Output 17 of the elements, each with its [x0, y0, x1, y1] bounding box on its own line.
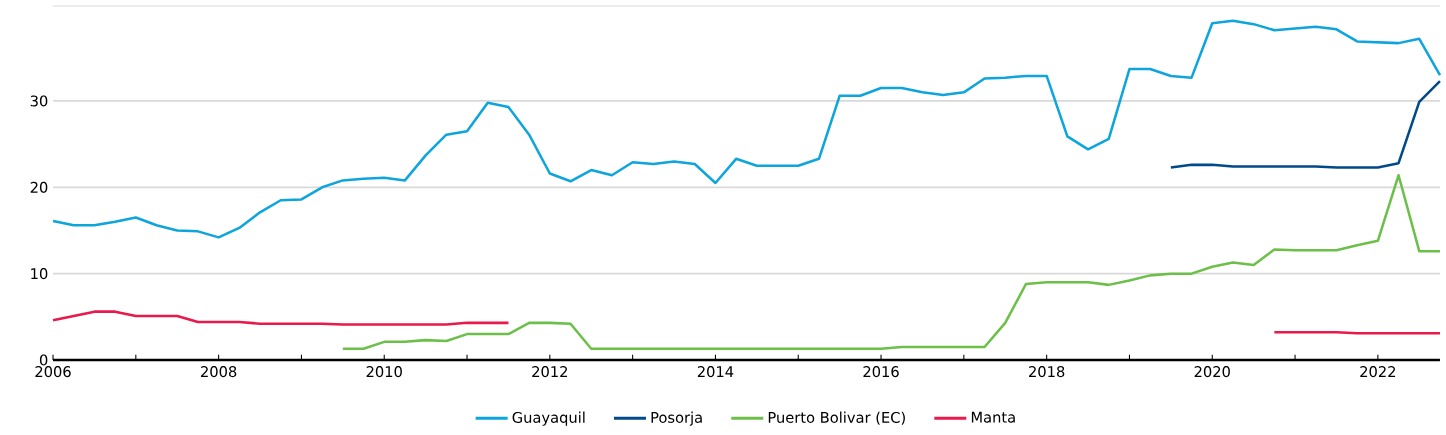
x-tick-label: 2022	[1360, 366, 1396, 378]
legend-label: Guayaquil	[512, 411, 585, 426]
y-tick-label: 10	[31, 268, 48, 280]
x-tick-label: 2010	[366, 366, 402, 378]
y-tick-label: 0	[39, 354, 48, 366]
y-tick-label: 20	[30, 181, 48, 193]
legend-label: Manta	[971, 411, 1015, 423]
legend-label: Puerto Bolivar (EC)	[768, 411, 905, 425]
x-tick-label: 2012	[532, 366, 568, 378]
x-tick-label: 2018	[1029, 366, 1065, 378]
x-tick-label: 2006	[35, 366, 71, 378]
x-tick-label: 2014	[697, 366, 734, 378]
x-tick-label: 2016	[863, 366, 899, 378]
y-tick-label: 30	[30, 95, 48, 107]
x-tick-label: 2008	[201, 366, 237, 378]
x-tick-label: 2020	[1194, 366, 1230, 378]
legend-label: Posorja	[651, 411, 702, 426]
